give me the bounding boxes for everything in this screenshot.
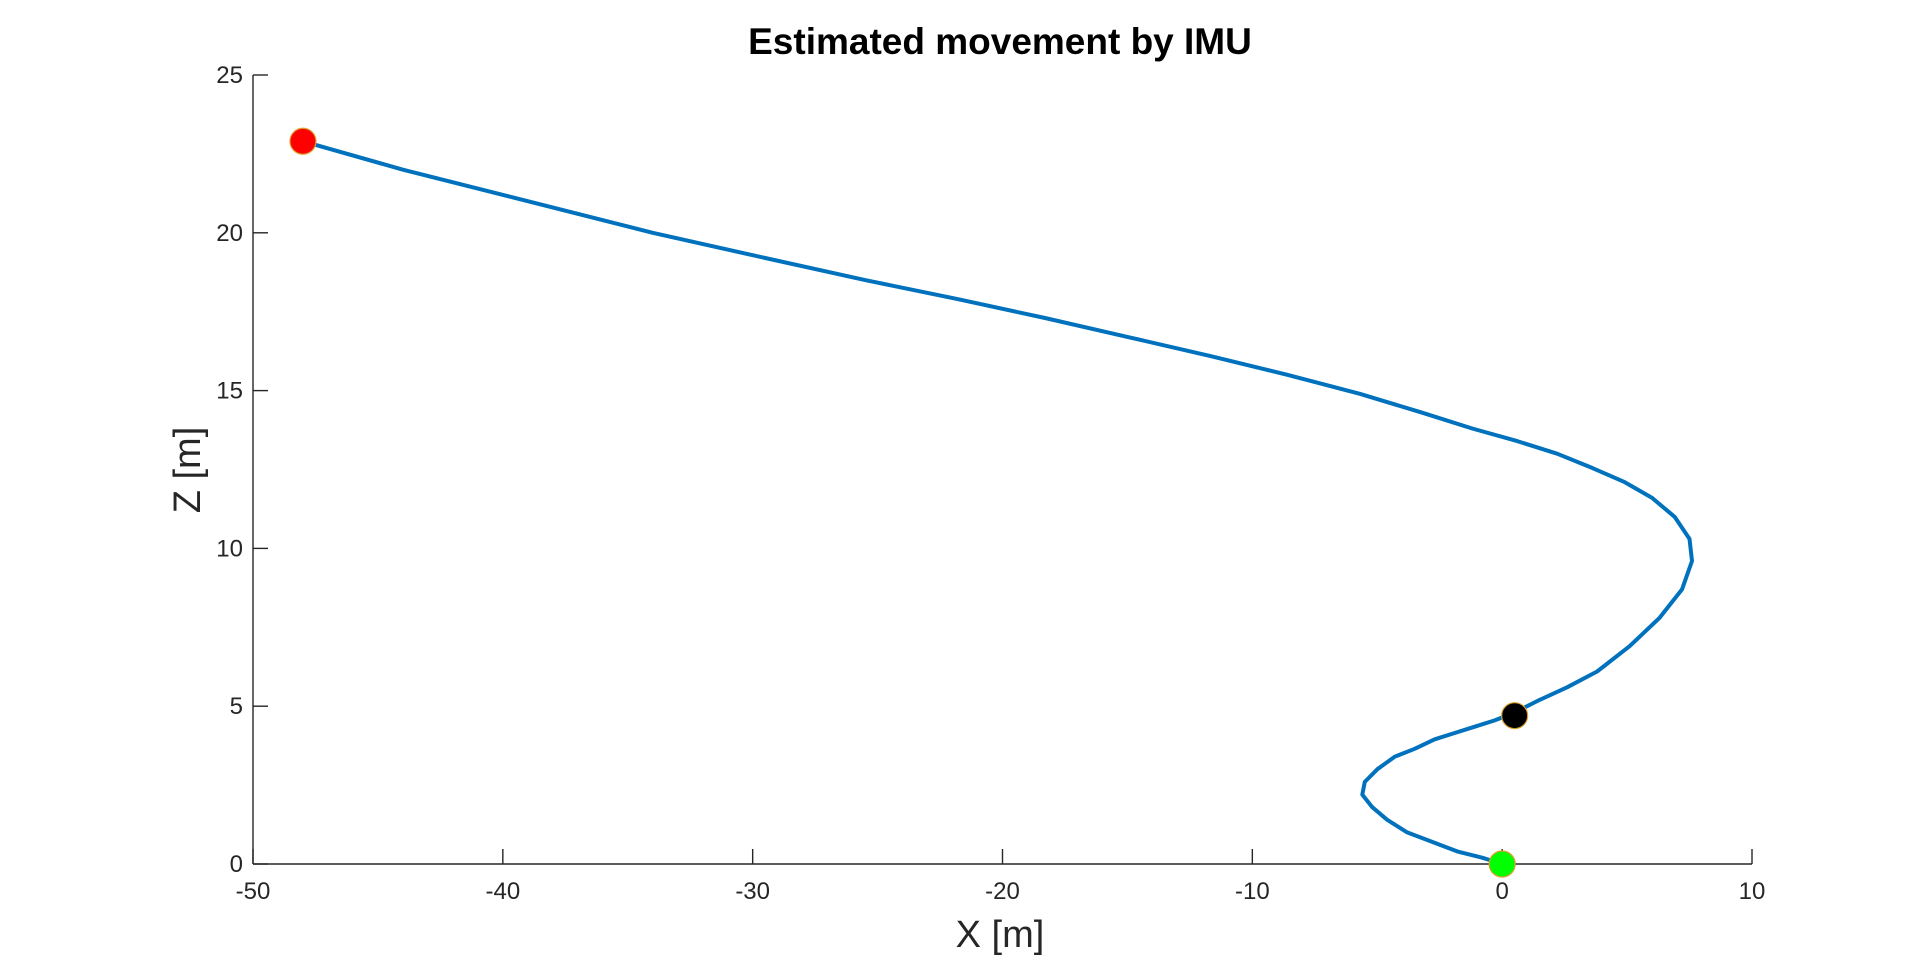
y-tick-label: 20 <box>216 220 243 247</box>
y-axis-label: Z [m] <box>167 427 209 514</box>
y-tick-label: 10 <box>216 535 243 562</box>
y-tick-label: 0 <box>230 851 243 878</box>
trajectory-marker <box>289 127 317 155</box>
trajectory-marker <box>1488 850 1516 878</box>
x-tick-label: -40 <box>485 878 520 905</box>
markers <box>289 127 1529 878</box>
x-tick-label: -50 <box>236 878 271 905</box>
x-tick-label: -10 <box>1235 878 1270 905</box>
plot-area <box>301 139 1694 866</box>
x-tick-label: -20 <box>985 878 1020 905</box>
trajectory-marker <box>1501 702 1529 730</box>
y-tick-label: 15 <box>216 378 243 405</box>
x-axis-label: X [m] <box>956 914 1045 956</box>
y-tick-label: 5 <box>230 693 243 720</box>
trajectory-line <box>301 139 1694 866</box>
y-tick-label: 25 <box>216 62 243 89</box>
x-tick-label: 0 <box>1495 878 1508 905</box>
x-tick-label: 10 <box>1739 878 1766 905</box>
axes: -50 -40 -30 -20 -10 0 10 0 5 10 15 20 25 <box>216 62 1765 905</box>
chart-title: Estimated movement by IMU <box>748 21 1252 62</box>
x-tick-label: -30 <box>735 878 770 905</box>
